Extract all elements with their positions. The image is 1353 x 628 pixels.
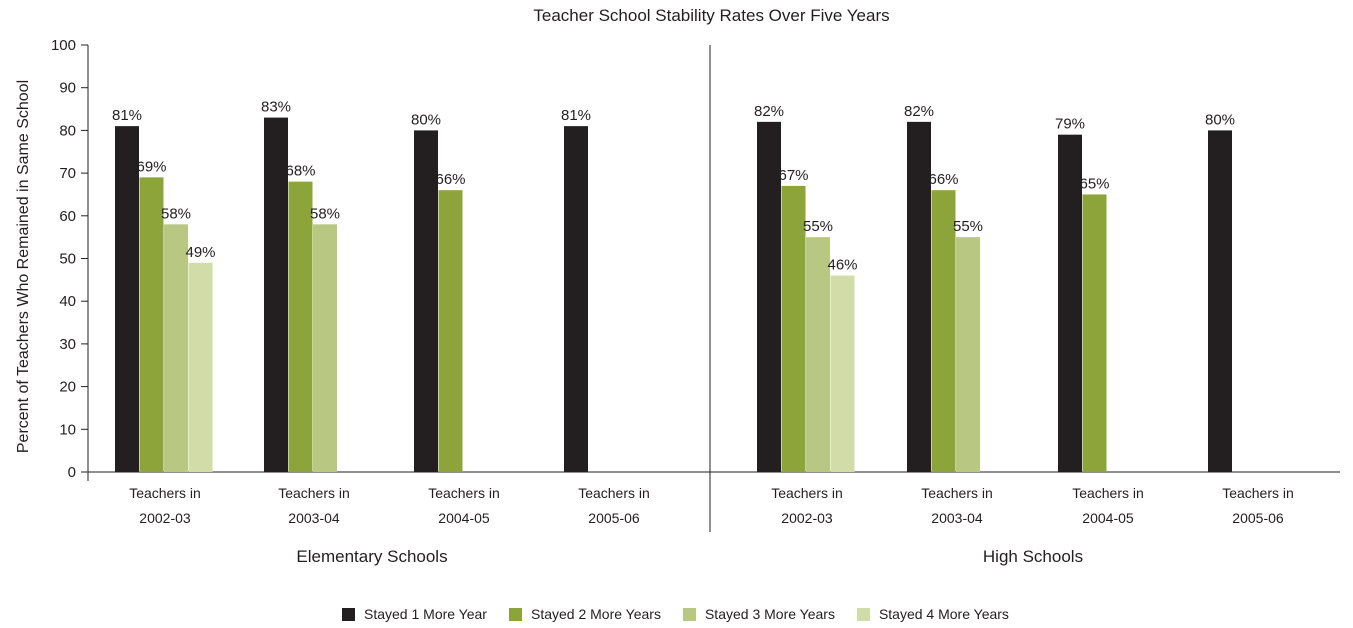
bar-value-label: 82% <box>754 103 784 120</box>
y-tick-label: 10 <box>59 421 76 438</box>
bar-value-label: 81% <box>561 107 591 124</box>
legend: Stayed 1 More Year Stayed 2 More Years S… <box>342 606 1031 622</box>
bar <box>188 262 213 472</box>
x-category-label-line1: Teachers in <box>428 485 500 501</box>
legend-item-stayed-2: Stayed 2 More Years <box>508 606 661 622</box>
x-category-label-line2: 2002-03 <box>781 510 833 526</box>
bar <box>1058 134 1082 473</box>
legend-item-stayed-3: Stayed 3 More Years <box>682 606 835 622</box>
bar-value-label: 58% <box>161 205 191 222</box>
y-tick-label: 40 <box>59 293 76 310</box>
y-tick-label: 0 <box>68 464 76 481</box>
y-tick-label: 20 <box>59 379 76 396</box>
bar <box>830 275 855 472</box>
x-category-label-line2: 2002-03 <box>139 510 191 526</box>
bar <box>264 117 288 472</box>
bar-value-label: 81% <box>112 107 142 124</box>
legend-swatch-stayed-3 <box>682 607 696 621</box>
legend-item-stayed-4: Stayed 4 More Years <box>856 606 1009 622</box>
x-category-label-line1: Teachers in <box>1222 485 1294 501</box>
x-category-label-line1: Teachers in <box>129 485 201 501</box>
bar <box>139 177 164 472</box>
x-group-label: High Schools <box>983 547 1083 566</box>
y-tick-label: 80 <box>59 122 76 139</box>
x-category-label-line2: 2003-04 <box>931 510 983 526</box>
bar <box>438 190 463 472</box>
bar <box>781 185 806 472</box>
bar <box>313 224 337 472</box>
x-category-label-line1: Teachers in <box>278 485 350 501</box>
x-group-label: Elementary Schools <box>296 547 447 566</box>
x-category-label-line2: 2003-04 <box>288 510 340 526</box>
y-tick-label: 90 <box>59 80 76 97</box>
bar <box>414 130 438 472</box>
bar-value-label: 66% <box>928 171 958 188</box>
x-category-label-line1: Teachers in <box>771 485 843 501</box>
legend-swatch-stayed-1 <box>342 607 355 621</box>
legend-label-stayed-2: Stayed 2 More Years <box>530 606 661 622</box>
bar-value-label: 67% <box>778 167 808 184</box>
bar <box>757 121 781 473</box>
chart-title: Teacher School Stability Rates Over Five… <box>533 6 890 25</box>
bar-value-label: 79% <box>1055 116 1085 133</box>
bar-value-label: 49% <box>185 244 215 261</box>
y-tick-label: 100 <box>51 37 76 54</box>
bar <box>115 126 139 472</box>
x-category-label-line2: 2004-05 <box>1082 510 1134 526</box>
legend-label-stayed-3: Stayed 3 More Years <box>704 606 835 622</box>
y-tick-label: 60 <box>59 208 76 225</box>
y-axis-label: Percent of Teachers Who Remained in Same… <box>15 80 32 453</box>
bar <box>956 237 980 472</box>
y-tick-label: 70 <box>59 165 76 182</box>
bar <box>1082 194 1107 472</box>
legend-item-stayed-1: Stayed 1 More Year <box>342 606 487 622</box>
y-tick-label: 30 <box>59 336 76 353</box>
x-category-label-line2: 2005-06 <box>588 510 640 526</box>
bar-value-label: 80% <box>1205 111 1235 128</box>
legend-label-stayed-1: Stayed 1 More Year <box>364 606 487 622</box>
bar <box>907 121 931 473</box>
bar <box>164 224 188 472</box>
bar-value-label: 69% <box>136 158 166 175</box>
legend-swatch-stayed-4 <box>856 607 870 621</box>
bar <box>806 237 830 472</box>
bar-value-label: 55% <box>953 218 983 235</box>
bar-value-label: 65% <box>1079 175 1109 192</box>
bar-value-label: 83% <box>261 99 291 116</box>
x-category-label-line2: 2004-05 <box>438 510 490 526</box>
bar-value-label: 46% <box>827 257 857 274</box>
bar-value-label: 66% <box>435 171 465 188</box>
bar-value-label: 82% <box>904 103 934 120</box>
bar <box>288 181 313 472</box>
bar <box>931 190 956 472</box>
legend-swatch-stayed-2 <box>508 607 522 621</box>
x-category-label-line1: Teachers in <box>578 485 650 501</box>
bar <box>1208 130 1232 472</box>
bar-value-label: 80% <box>411 111 441 128</box>
bar <box>564 126 588 472</box>
bar-value-label: 68% <box>285 163 315 180</box>
x-category-label-line1: Teachers in <box>921 485 993 501</box>
bar-value-label: 58% <box>310 205 340 222</box>
y-tick-label: 50 <box>59 251 76 268</box>
legend-label-stayed-4: Stayed 4 More Years <box>878 606 1009 622</box>
x-category-label-line2: 2005-06 <box>1232 510 1284 526</box>
x-category-label-line1: Teachers in <box>1072 485 1144 501</box>
bar-value-label: 55% <box>803 218 833 235</box>
